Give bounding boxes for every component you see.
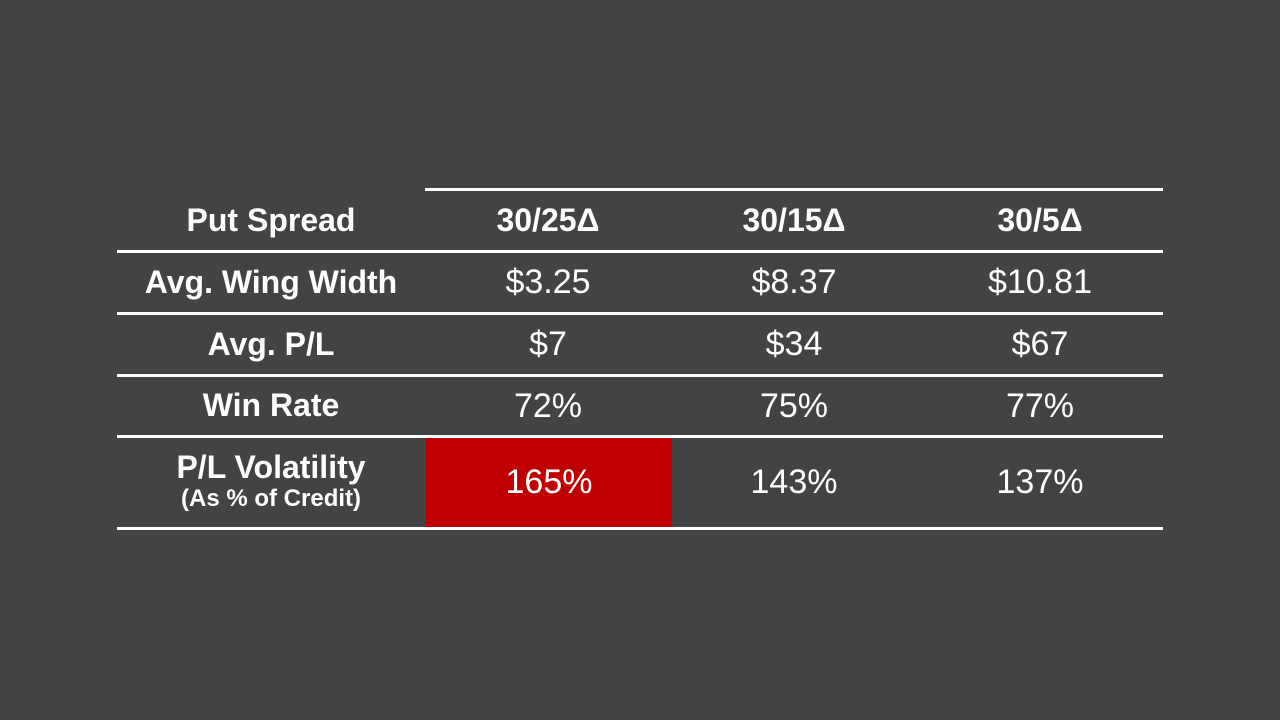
table-cell: $3.25 [425, 253, 671, 312]
header-row-label-text: Put Spread [186, 202, 356, 238]
row-label-avg-pl: Avg. P/L [117, 315, 425, 374]
cell-value: $8.37 [751, 263, 837, 301]
column-header-30-25: 30/25Δ [425, 191, 671, 250]
table-cell: 72% [425, 377, 671, 435]
row-label-win-rate: Win Rate [117, 377, 425, 435]
row-rule-2 [117, 374, 1163, 377]
cell-value: $7 [529, 325, 567, 363]
row-label-text: Avg. P/L [207, 325, 335, 362]
row-rule-3 [117, 435, 1163, 438]
cell-value: $67 [1011, 325, 1069, 363]
cell-value: 77% [1005, 386, 1075, 425]
cell-value: 165% [505, 463, 593, 501]
row-rule-1 [117, 312, 1163, 315]
cell-value: 72% [513, 386, 583, 425]
cell-value: $3.25 [505, 263, 591, 301]
cell-value: $34 [765, 325, 823, 363]
table-top-rule [425, 188, 1163, 191]
header-row-label: Put Spread [117, 191, 425, 250]
row-label-text: Win Rate [202, 387, 340, 424]
table-bottom-rule [117, 527, 1163, 530]
row-label-wing-width: Avg. Wing Width [117, 253, 425, 312]
table-cell: $10.81 [917, 253, 1163, 312]
highlighted-cell: 165% [426, 438, 672, 527]
column-header-30-5: 30/5Δ [917, 191, 1163, 250]
column-header-text: 30/15Δ [742, 202, 846, 238]
column-header-30-15: 30/15Δ [671, 191, 917, 250]
cell-value: 75% [759, 386, 829, 425]
row-sublabel-text: (As % of Credit) [181, 484, 361, 512]
column-header-text: 30/5Δ [997, 202, 1083, 238]
row-label-text: Avg. Wing Width [144, 263, 398, 300]
table-cell: $34 [671, 315, 917, 374]
table-cell: 137% [917, 438, 1163, 527]
row-label-pl-volatility: P/L Volatility (As % of Credit) [117, 438, 425, 527]
cell-value: $10.81 [988, 263, 1092, 301]
table-cell: 75% [671, 377, 917, 435]
table-cell: $8.37 [671, 253, 917, 312]
table-cell: 143% [671, 438, 917, 527]
table-cell: $67 [917, 315, 1163, 374]
table-cell: 77% [917, 377, 1163, 435]
header-bottom-rule [117, 250, 1163, 253]
cell-value: 143% [750, 463, 838, 501]
column-header-text: 30/25Δ [496, 202, 600, 238]
table-cell: $7 [425, 315, 671, 374]
cell-value: 137% [996, 463, 1084, 501]
row-label-text: P/L Volatility [176, 449, 366, 486]
